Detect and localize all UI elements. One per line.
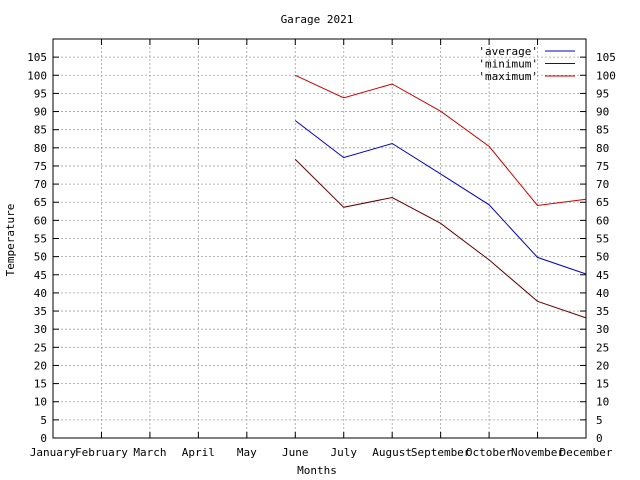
x-tick-label: March [133, 446, 166, 459]
y-tick-label-right: 10 [596, 396, 609, 409]
series-lines [294, 74, 587, 319]
x-tick-label: April [182, 446, 215, 459]
y-tick-label: 95 [34, 87, 47, 100]
y-tick-label: 55 [34, 233, 47, 246]
y-tick-label: 50 [34, 251, 47, 264]
x-tick-label: February [75, 446, 128, 459]
y-tick-label-right: 35 [596, 305, 609, 318]
y-tick-label-right: 20 [596, 359, 609, 372]
y-tick-label: 40 [34, 287, 47, 300]
x-tick-label: June [282, 446, 309, 459]
y-tick-label: 60 [34, 214, 47, 227]
y-tick-label-right: 15 [596, 378, 609, 391]
y-tick-label: 80 [34, 142, 47, 155]
series-line-minimum [294, 159, 587, 319]
y-tick-label-right: 5 [596, 414, 603, 427]
legend-label: 'maximum' [478, 70, 538, 83]
y-tick-label-right: 25 [596, 341, 609, 354]
legend-label: 'minimum' [478, 58, 538, 71]
grid [52, 39, 587, 439]
legend-label: 'average' [478, 45, 538, 58]
y-tick-label-right: 105 [596, 51, 616, 64]
y-tick-label-right: 75 [596, 160, 609, 173]
y-tick-label-right: 0 [596, 432, 603, 445]
y-tick-label: 25 [34, 341, 47, 354]
x-tick-label: November [511, 446, 564, 459]
y-tick-label-right: 70 [596, 178, 609, 191]
y-tick-label: 35 [34, 305, 47, 318]
y-tick-label: 20 [34, 359, 47, 372]
y-tick-label-right: 100 [596, 69, 616, 82]
y-tick-label-right: 55 [596, 233, 609, 246]
y-tick-label-right: 45 [596, 269, 609, 282]
y-tick-label-right: 85 [596, 124, 609, 137]
chart-title: Garage 2021 [281, 13, 354, 26]
y-tick-label: 30 [34, 323, 47, 336]
y-tick-label: 90 [34, 106, 47, 119]
x-axis-label: Months [297, 464, 337, 477]
y-tick-label: 85 [34, 124, 47, 137]
y-tick-label-right: 40 [596, 287, 609, 300]
x-tick-label: July [330, 446, 357, 459]
y-tick-label-right: 50 [596, 251, 609, 264]
y-ticks-right: 0 5 10 15 20 25 30 35 40 45 50 55 60 65 70 75 80 85 90 95 10… [596, 51, 616, 445]
y-tick-label-right: 90 [596, 106, 609, 119]
y-tick-label: 45 [34, 269, 47, 282]
x-tick-label: September [411, 446, 471, 459]
y-tick-label-right: 30 [596, 323, 609, 336]
y-tick-label: 70 [34, 178, 47, 191]
x-tick-label: January [30, 446, 77, 459]
legend: 'average''minimum''maximum' [478, 45, 575, 83]
plot-frame [52, 38, 587, 439]
y-tick-label: 75 [34, 160, 47, 173]
y-tick-label-right: 95 [596, 87, 609, 100]
y-tick-label: 0 [40, 432, 47, 445]
x-tick-label: October [466, 446, 513, 459]
y-tick-label: 15 [34, 378, 47, 391]
y-tick-label-right: 65 [596, 196, 609, 209]
y-tick-label: 65 [34, 196, 47, 209]
x-tick-label: December [560, 446, 613, 459]
series-line-maximum [295, 74, 587, 207]
y-tick-label: 10 [34, 396, 47, 409]
x-tick-label: May [237, 446, 257, 459]
y-tick-label-right: 80 [596, 142, 609, 155]
y-tick-label: 105 [27, 51, 47, 64]
x-tick-label: August [372, 446, 412, 459]
y-tick-label-right: 60 [596, 214, 609, 227]
y-tick-label: 5 [40, 414, 47, 427]
y-axis-label: Temperature [4, 204, 17, 277]
y-ticks-left: 0 5 10 15 20 25 30 35 40 45 50 55 60 65 70 75 80 85 90 95 10… [27, 51, 47, 445]
y-tick-label: 100 [27, 69, 47, 82]
series-line-average [294, 120, 587, 275]
